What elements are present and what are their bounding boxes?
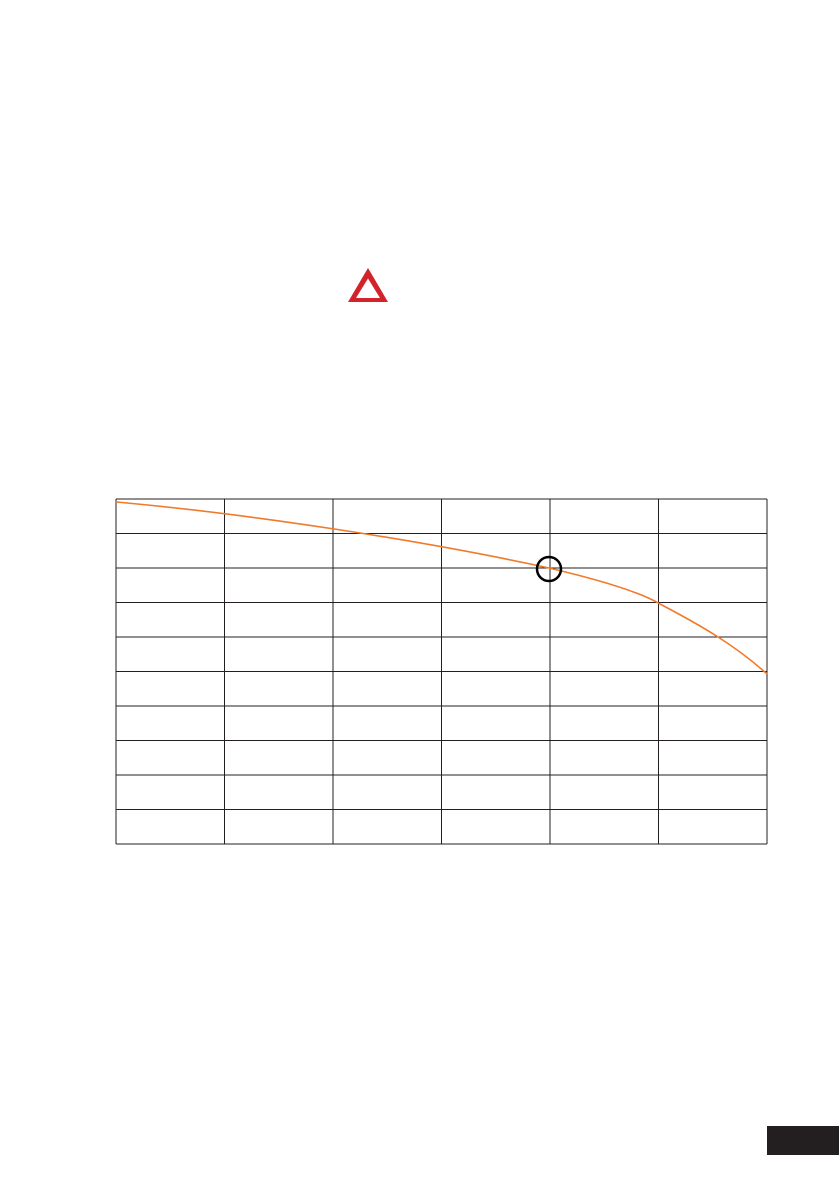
page-tab (767, 1126, 839, 1155)
warning-triangle-icon (348, 268, 388, 302)
curve-marker (535, 555, 563, 583)
grid (115, 498, 768, 845)
curve-line (115, 501, 768, 675)
